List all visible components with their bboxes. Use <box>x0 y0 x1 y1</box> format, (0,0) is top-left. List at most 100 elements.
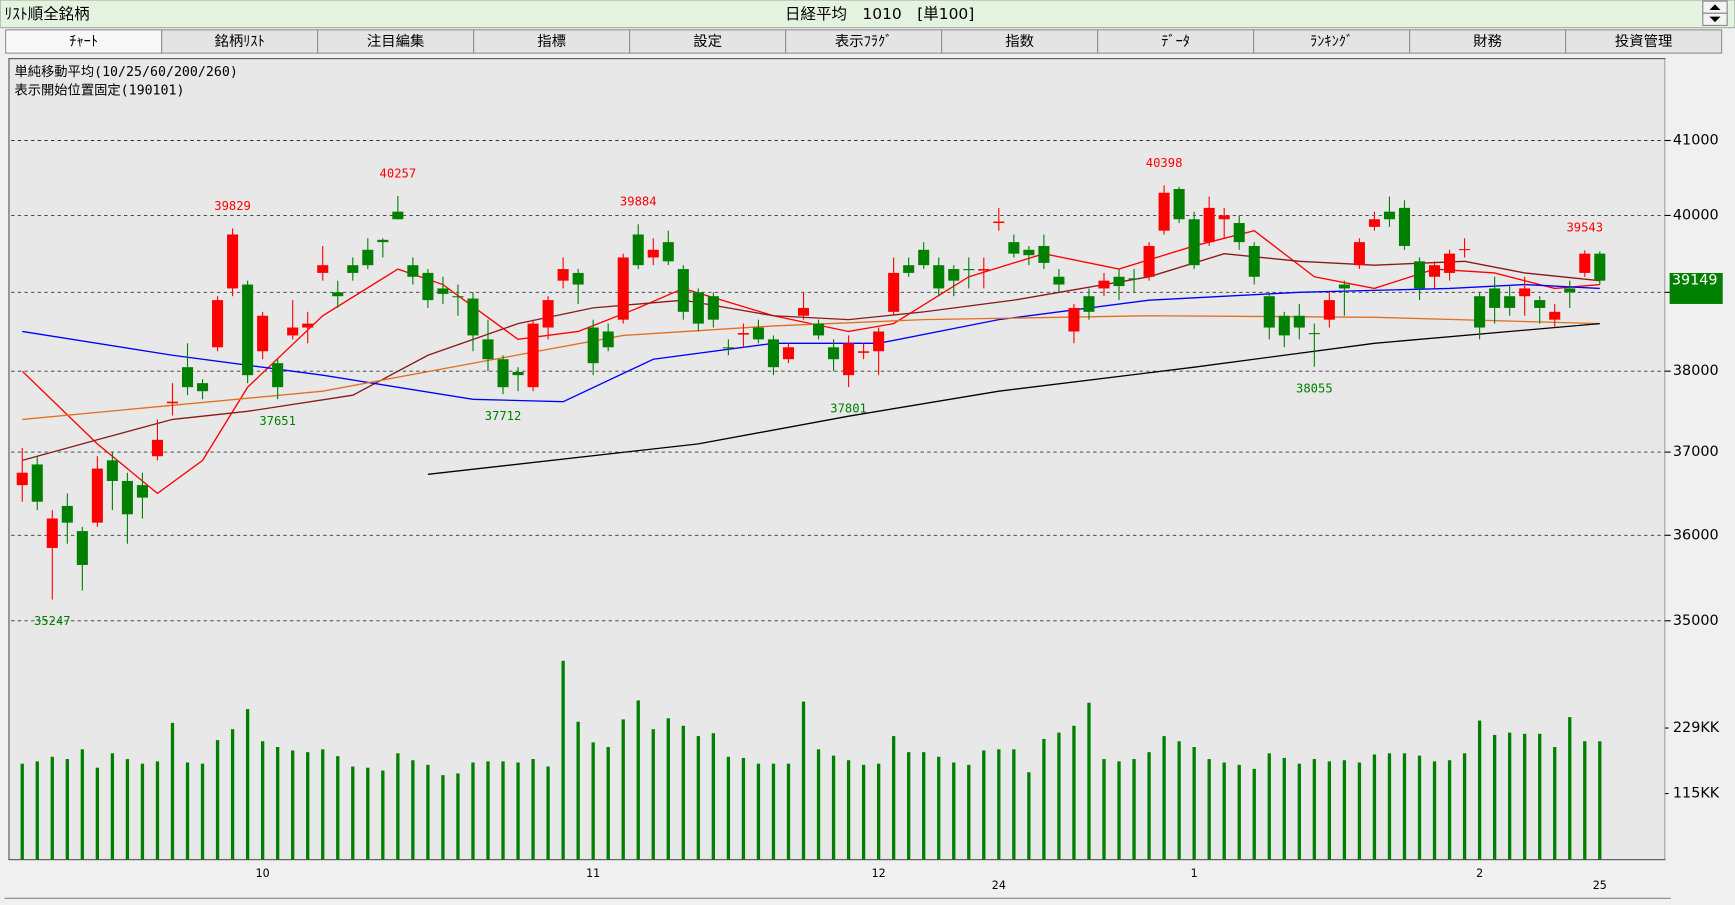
volume-bar <box>230 729 235 860</box>
candle-body <box>933 265 945 289</box>
y-tick-label: 35000 <box>1673 613 1719 629</box>
info-line: 単純移動平均(10/25/60/200/260) <box>14 64 237 80</box>
candle-body <box>1053 276 1065 285</box>
volume-bar <box>501 761 505 860</box>
low-label: 37651 <box>259 414 296 428</box>
volume-bar <box>140 763 145 860</box>
candle-body <box>1383 211 1395 220</box>
candle-body <box>347 265 359 273</box>
volume-bar <box>1237 764 1241 860</box>
volume-bar <box>215 740 220 860</box>
candle-body <box>1474 296 1486 328</box>
volume-bar <box>621 719 625 860</box>
candle-body <box>106 460 118 481</box>
candle-body <box>662 242 674 262</box>
volume-bar <box>1012 749 1016 860</box>
tab-label: 指標 <box>537 33 566 50</box>
tab[interactable] <box>1565 29 1723 54</box>
volume-bar <box>170 722 175 860</box>
candle-body <box>1173 189 1185 220</box>
volume-bar <box>245 709 250 860</box>
high-label: 39884 <box>620 195 657 209</box>
y-tick-label: 40000 <box>1673 207 1719 223</box>
y-tick-label: 37000 <box>1673 444 1719 460</box>
security-label: 日経平均 1010 [単100] <box>785 5 974 23</box>
candle-body <box>16 472 28 486</box>
volume-bar <box>1222 762 1226 860</box>
month-label: 2 <box>1476 867 1483 880</box>
candle-body <box>1594 253 1606 281</box>
volume-bar <box>1598 741 1602 860</box>
year-label: 25 <box>1593 879 1607 892</box>
volume-bar <box>1057 732 1061 860</box>
volume-tick-label: 115KK <box>1673 786 1720 802</box>
high-label: 40257 <box>380 166 417 180</box>
tab-label: 銘柄ﾘｽﾄ <box>214 33 264 50</box>
candle-body <box>1579 253 1591 273</box>
volume-bar <box>306 752 310 860</box>
candle-body <box>1098 280 1110 289</box>
volume-bar <box>516 762 520 860</box>
candle-body <box>797 307 810 316</box>
list-label: ﾘｽﾄ順全銘柄 <box>5 5 90 23</box>
y-tick-label: 38000 <box>1673 363 1719 379</box>
candle-body <box>843 343 855 376</box>
price-tag <box>1669 272 1723 304</box>
candle-body <box>828 347 840 360</box>
volume-bar <box>155 761 160 860</box>
candle-body <box>903 265 915 273</box>
moving-average <box>21 229 1600 495</box>
volume-bar <box>1102 759 1106 860</box>
moving-average <box>427 322 1600 475</box>
candle-body <box>1128 278 1140 280</box>
volume-bar <box>471 762 475 860</box>
volume-bar <box>65 759 69 860</box>
volume-bar <box>321 749 325 860</box>
moving-average <box>22 283 1600 403</box>
candle-body <box>1113 276 1125 287</box>
volume-bar <box>711 733 716 860</box>
candle-body <box>377 239 389 243</box>
candle-body <box>91 468 103 523</box>
volume-bar <box>1177 741 1181 860</box>
y-tick-label: 36000 <box>1673 527 1719 543</box>
low-label: 38055 <box>1296 381 1333 395</box>
volume-bar <box>381 770 385 860</box>
volume-bar <box>1432 761 1437 860</box>
candle-body <box>181 367 194 388</box>
volume-bar <box>1297 763 1301 860</box>
candle-body <box>422 272 434 301</box>
volume-bar <box>756 763 761 860</box>
candle-body <box>918 249 930 266</box>
high-label: 40398 <box>1146 156 1183 170</box>
candle-body <box>542 300 554 328</box>
volume-bar <box>922 752 926 860</box>
volume-bar <box>816 749 821 860</box>
candle-body <box>1398 207 1411 246</box>
volume-bar <box>411 760 415 860</box>
volume-bar <box>1162 736 1166 860</box>
candle-body <box>452 296 464 298</box>
volume-bar <box>801 701 806 860</box>
candle-body <box>782 347 795 360</box>
candle-body <box>272 363 284 388</box>
year-label: 24 <box>992 879 1006 892</box>
volume-bar <box>876 763 881 860</box>
candle-body <box>392 211 404 220</box>
volume-bar <box>1462 753 1467 860</box>
candle-body <box>677 269 689 312</box>
candle-body <box>1203 207 1215 243</box>
candle-body <box>692 292 704 324</box>
volume-bar <box>1327 761 1332 860</box>
volume-bar <box>651 729 655 860</box>
volume-bar <box>696 736 700 860</box>
candle-body <box>437 288 449 294</box>
candle-body <box>227 234 239 289</box>
tab-label: 財務 <box>1473 33 1502 50</box>
candle-body <box>948 269 960 281</box>
candle-body <box>197 383 209 392</box>
volume-bar <box>1207 759 1211 860</box>
volume-bar <box>1492 734 1497 860</box>
candle-body <box>257 315 269 352</box>
